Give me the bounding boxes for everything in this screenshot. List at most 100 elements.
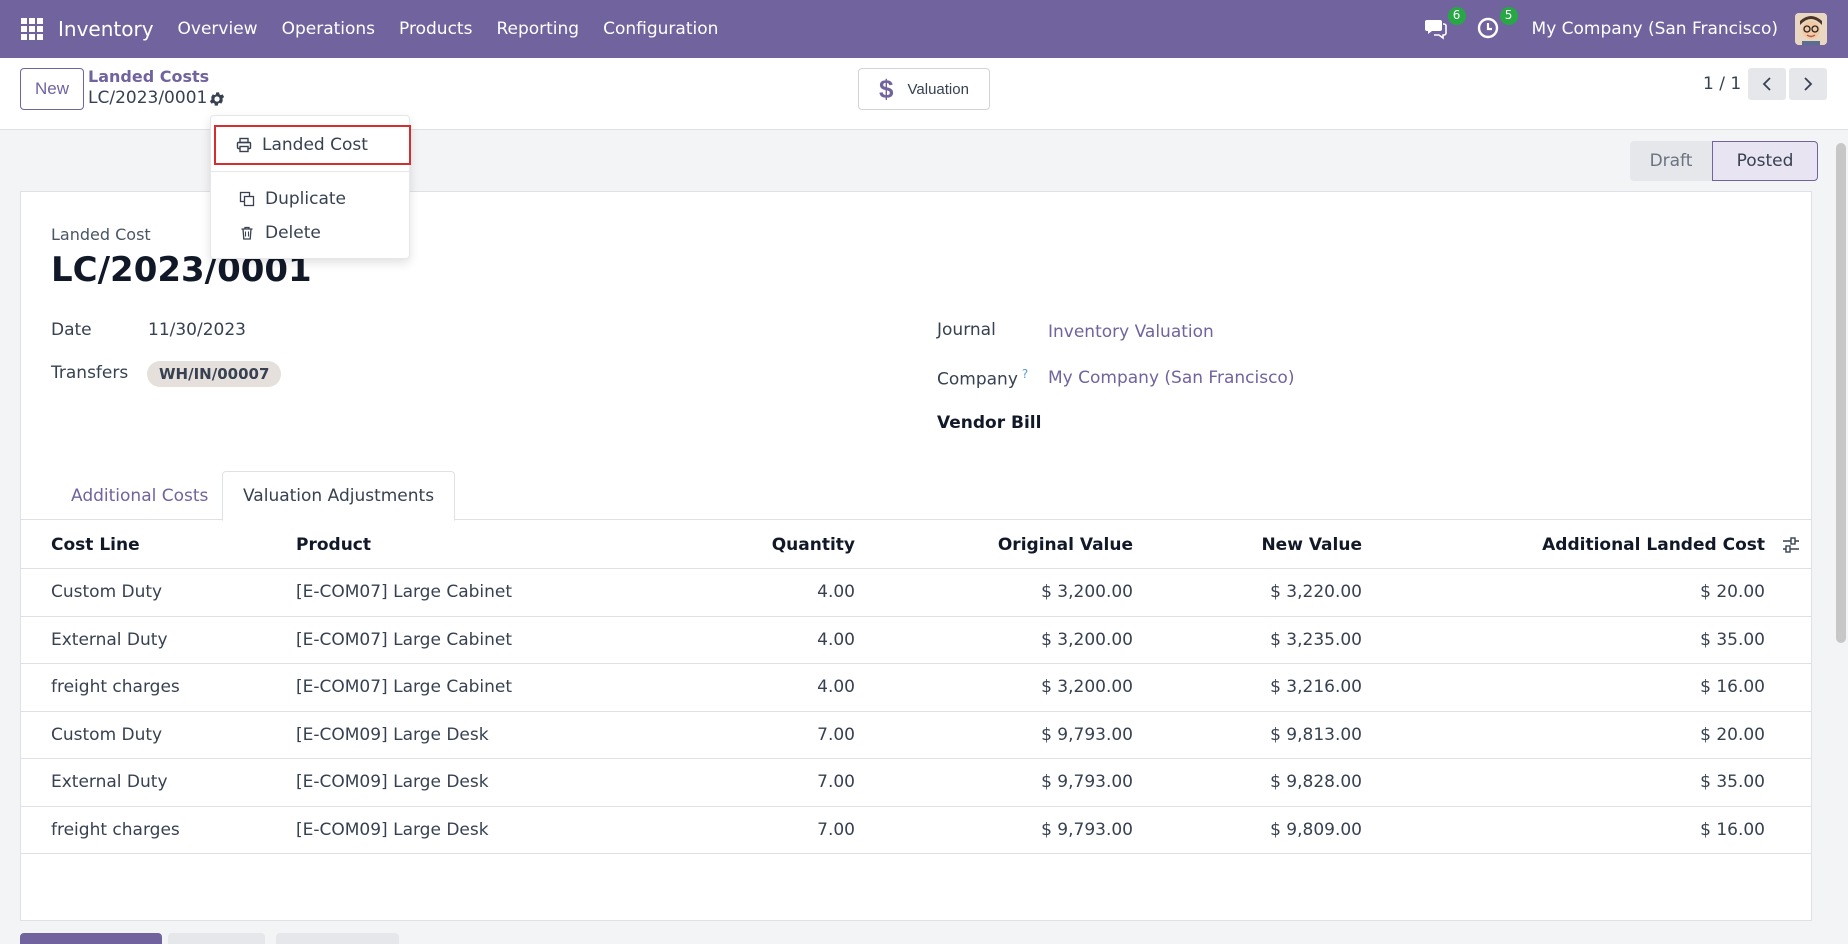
status-bar: Draft Posted bbox=[1630, 141, 1818, 181]
print-landed-cost-label: Landed Cost bbox=[262, 135, 368, 155]
cell-new-value: $ 3,216.00 bbox=[1270, 677, 1362, 698]
trash-icon bbox=[241, 226, 253, 240]
cell-cost-line: External Duty bbox=[51, 629, 168, 650]
copy-icon bbox=[239, 191, 255, 207]
transfers-label: Transfers bbox=[51, 363, 129, 383]
valuation-adjustments-table: Cost Line Product Quantity Original Valu… bbox=[21, 521, 1811, 854]
cell-original-value: $ 9,793.00 bbox=[1041, 772, 1133, 793]
user-avatar[interactable] bbox=[1795, 13, 1827, 45]
breadcrumb-current: LC/2023/0001 bbox=[88, 88, 208, 108]
date-value: 11/30/2023 bbox=[148, 320, 246, 340]
cell-quantity: 4.00 bbox=[817, 582, 855, 603]
table-row[interactable]: External Duty [E-COM07] Large Cabinet 4.… bbox=[21, 617, 1811, 664]
header-cost-line[interactable]: Cost Line bbox=[51, 534, 140, 555]
tab-valuation-adjustments[interactable]: Valuation Adjustments bbox=[222, 471, 456, 521]
company-label: Company? bbox=[937, 367, 1028, 390]
status-posted[interactable]: Posted bbox=[1712, 141, 1818, 181]
cell-new-value: $ 3,220.00 bbox=[1270, 582, 1362, 603]
app-name[interactable]: Inventory bbox=[58, 17, 154, 41]
cell-new-value: $ 9,813.00 bbox=[1270, 724, 1362, 745]
cell-quantity: 4.00 bbox=[817, 677, 855, 698]
cell-cost-line: Custom Duty bbox=[51, 582, 163, 603]
avatar-image bbox=[1795, 13, 1827, 45]
activities-button-bottom[interactable] bbox=[276, 933, 399, 944]
header-new-value[interactable]: New Value bbox=[1261, 534, 1362, 555]
cell-additional-landed-cost: $ 35.00 bbox=[1700, 629, 1765, 650]
tab-additional-costs[interactable]: Additional Costs bbox=[71, 485, 209, 506]
activities-count-badge: 5 bbox=[1499, 7, 1518, 25]
table-row[interactable]: freight charges [E-COM09] Large Desk 7.0… bbox=[21, 807, 1811, 854]
cell-quantity: 7.00 bbox=[817, 724, 855, 745]
menu-operations[interactable]: Operations bbox=[281, 19, 376, 39]
company-switcher[interactable]: My Company (San Francisco) bbox=[1531, 19, 1778, 39]
status-draft[interactable]: Draft bbox=[1630, 141, 1712, 181]
activities-button[interactable]: 5 bbox=[1476, 7, 1518, 42]
record-type-label: Landed Cost bbox=[51, 225, 151, 244]
delete-label: Delete bbox=[265, 223, 321, 243]
log-note-button[interactable] bbox=[168, 933, 265, 944]
cell-cost-line: freight charges bbox=[51, 677, 180, 698]
transfer-tag[interactable]: WH/IN/00007 bbox=[147, 361, 282, 387]
new-button[interactable]: New bbox=[20, 68, 84, 110]
table-row[interactable]: freight charges [E-COM07] Large Cabinet … bbox=[21, 664, 1811, 712]
table-header: Cost Line Product Quantity Original Valu… bbox=[21, 521, 1811, 569]
cell-original-value: $ 9,793.00 bbox=[1041, 724, 1133, 745]
chat-icon bbox=[1424, 20, 1447, 40]
pager-next-button[interactable] bbox=[1789, 68, 1827, 100]
pager-value[interactable]: 1 / 1 bbox=[1703, 74, 1742, 94]
cell-quantity: 7.00 bbox=[817, 772, 855, 793]
cell-cost-line: freight charges bbox=[51, 819, 180, 840]
actions-dropdown: Landed Cost Duplicate Delete bbox=[210, 115, 411, 259]
menu-overview[interactable]: Overview bbox=[177, 19, 258, 39]
cell-additional-landed-cost: $ 20.00 bbox=[1700, 724, 1765, 745]
messages-button[interactable]: 6 bbox=[1424, 7, 1466, 42]
header-additional-landed-cost[interactable]: Additional Landed Cost bbox=[1542, 534, 1765, 555]
cell-cost-line: External Duty bbox=[51, 772, 168, 793]
menu-configuration[interactable]: Configuration bbox=[603, 19, 719, 39]
breadcrumb-landed-costs[interactable]: Landed Costs bbox=[88, 67, 210, 86]
cell-original-value: $ 9,793.00 bbox=[1041, 819, 1133, 840]
cell-new-value: $ 9,828.00 bbox=[1270, 772, 1362, 793]
header-original-value[interactable]: Original Value bbox=[997, 534, 1133, 555]
valuation-button[interactable]: $ Valuation bbox=[858, 68, 990, 110]
cell-product: [E-COM09] Large Desk bbox=[296, 819, 489, 840]
journal-link[interactable]: Inventory Valuation bbox=[1048, 322, 1214, 342]
cell-original-value: $ 3,200.00 bbox=[1041, 677, 1133, 698]
print-landed-cost-item[interactable]: Landed Cost bbox=[211, 125, 409, 165]
company-link[interactable]: My Company (San Francisco) bbox=[1048, 368, 1295, 388]
header-quantity[interactable]: Quantity bbox=[771, 534, 855, 555]
duplicate-item[interactable]: Duplicate bbox=[211, 182, 409, 216]
menu-products[interactable]: Products bbox=[399, 19, 473, 39]
send-message-button[interactable] bbox=[20, 933, 162, 944]
systray: 6 5 My Company (San Francisco) bbox=[1424, 0, 1848, 58]
app-menu-icon[interactable] bbox=[21, 18, 43, 40]
cell-product: [E-COM09] Large Desk bbox=[296, 772, 489, 793]
chevron-right-icon bbox=[1804, 77, 1813, 91]
cell-additional-landed-cost: $ 35.00 bbox=[1700, 772, 1765, 793]
pager-previous-button[interactable] bbox=[1748, 68, 1786, 100]
cell-quantity: 4.00 bbox=[817, 629, 855, 650]
cell-quantity: 7.00 bbox=[817, 819, 855, 840]
chevron-left-icon bbox=[1762, 77, 1771, 91]
cell-product: [E-COM07] Large Cabinet bbox=[296, 582, 513, 603]
highlight-box bbox=[214, 125, 411, 165]
duplicate-label: Duplicate bbox=[265, 189, 346, 209]
top-navbar: Inventory Overview Operations Products R… bbox=[0, 0, 1848, 58]
cell-product: [E-COM07] Large Cabinet bbox=[296, 629, 513, 650]
header-product[interactable]: Product bbox=[296, 534, 371, 555]
messages-count-badge: 6 bbox=[1447, 7, 1466, 25]
table-row[interactable]: Custom Duty [E-COM09] Large Desk 7.00 $ … bbox=[21, 712, 1811, 759]
cell-new-value: $ 9,809.00 bbox=[1270, 819, 1362, 840]
page-scrollbar[interactable] bbox=[1836, 143, 1846, 643]
delete-item[interactable]: Delete bbox=[211, 216, 409, 250]
table-row[interactable]: Custom Duty [E-COM07] Large Cabinet 4.00… bbox=[21, 569, 1811, 617]
gear-icon[interactable] bbox=[208, 90, 226, 108]
table-row[interactable]: External Duty [E-COM09] Large Desk 7.00 … bbox=[21, 759, 1811, 807]
cell-new-value: $ 3,235.00 bbox=[1270, 629, 1362, 650]
optional-columns-icon[interactable] bbox=[1781, 535, 1801, 555]
dollar-icon: $ bbox=[879, 73, 894, 104]
main-menu: Overview Operations Products Reporting C… bbox=[166, 19, 731, 39]
journal-label: Journal bbox=[937, 320, 996, 340]
help-icon[interactable]: ? bbox=[1021, 367, 1029, 381]
menu-reporting[interactable]: Reporting bbox=[496, 19, 580, 39]
